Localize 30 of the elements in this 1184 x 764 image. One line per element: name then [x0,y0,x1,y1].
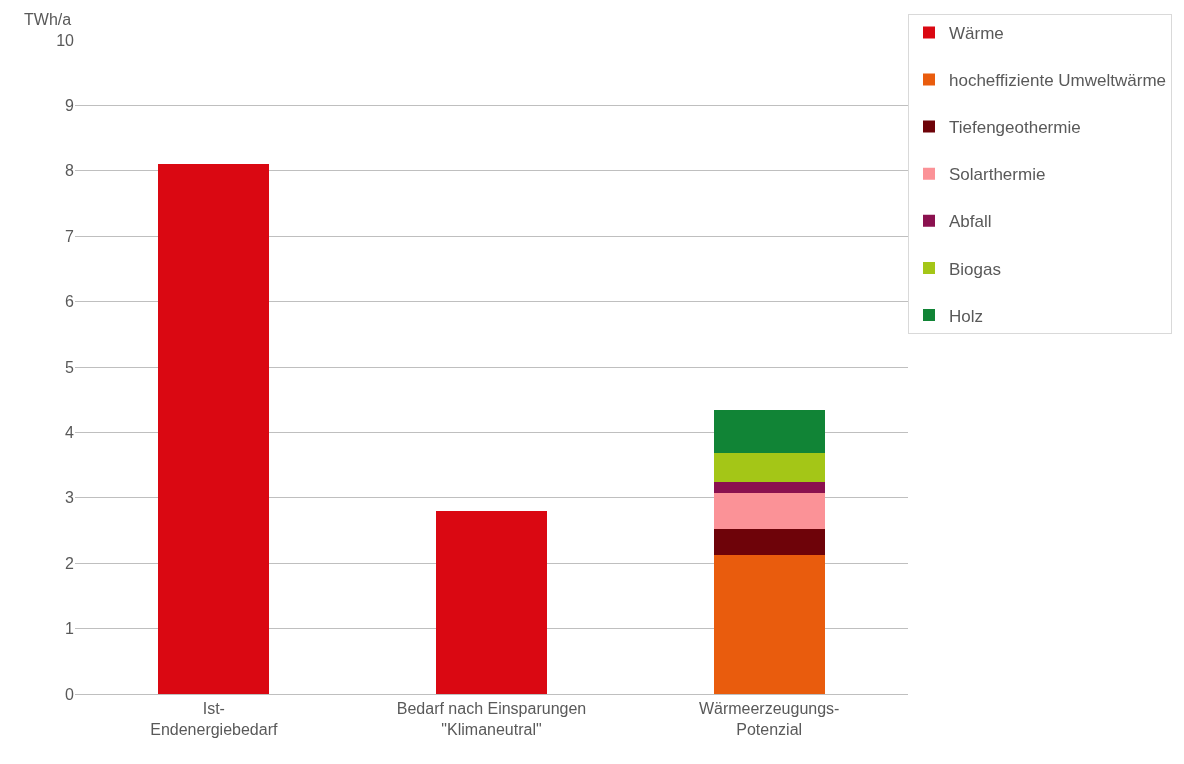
y-tick-label: 8 [65,162,75,180]
bar [713,453,825,483]
bar [158,164,270,694]
x-tick-label: Bedarf nach Einsparungen "Klimaneutral" [396,700,587,738]
bar [713,555,825,694]
bar [713,410,825,454]
bar [435,510,548,694]
y-tick-label: 7 [65,227,75,245]
y-tick-label: 6 [65,293,75,311]
x-tick-label: Wärmeerzeugungs-Potenzial [698,700,840,738]
y-tick-label: 10 [56,31,75,49]
bar [713,482,825,493]
y-tick-label: 1 [65,620,75,638]
legend-label: Biogas [949,259,1001,279]
y-tick-label: 2 [65,554,75,572]
y-tick-label: 0 [65,685,75,703]
legend-label: Wärme [949,24,1004,44]
x-tick-label: Ist-Endenergiebedarf [150,700,278,738]
y-tick-label: 5 [65,358,75,376]
legend-label: Holz [949,306,984,326]
legend-label: Tiefengeothermie [949,118,1081,138]
bar [713,492,825,530]
y-tick-label: 4 [65,424,75,441]
y-tick-label: 9 [65,97,75,114]
legend-label: hocheffiziente Umweltwärme [949,71,1166,91]
y-tick-label: 3 [65,489,75,507]
legend-label: Solarthermie [949,165,1046,185]
legend-label: Abfall [949,212,992,232]
bar [713,529,825,556]
y-axis-title: TWh/a [24,11,72,28]
